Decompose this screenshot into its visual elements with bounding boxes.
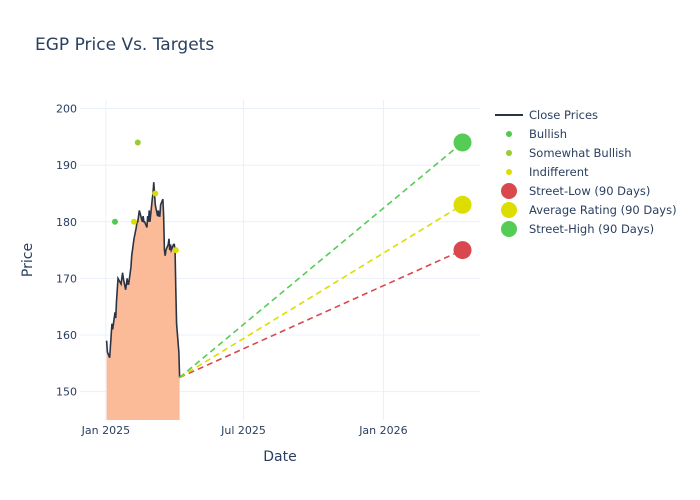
- legend-label: Close Prices: [529, 108, 598, 122]
- legend-item: Bullish: [506, 127, 567, 141]
- legend: Close Prices Bullish Somewhat Bullish Indif…: [495, 108, 677, 237]
- indifferent-rating-dot: [152, 190, 159, 197]
- legend-label: Street-High (90 Days): [529, 222, 654, 236]
- somewhat-bullish-rating-dot: [134, 139, 141, 146]
- legend-item: Close Prices: [495, 108, 598, 122]
- x-tick-label: Jan 2025: [81, 424, 130, 437]
- x-axis-ticks: Jan 2025 Jul 2025 Jan 2026: [81, 424, 408, 437]
- plot-area: [105, 133, 472, 420]
- y-tick-label: 190: [56, 159, 77, 172]
- legend-marker-swatch: [501, 221, 517, 237]
- y-tick-label: 180: [56, 216, 77, 229]
- street-low-target-marker: [453, 241, 472, 260]
- indifferent-rating-dot: [172, 247, 179, 254]
- x-axis-title: Date: [263, 449, 296, 465]
- bullish-rating-dot: [111, 218, 118, 225]
- street-high-target-marker: [453, 133, 472, 152]
- legend-item: Indifferent: [506, 165, 589, 179]
- legend-dot-swatch: [506, 169, 512, 175]
- chart-title: EGP Price Vs. Targets: [35, 35, 214, 55]
- x-tick-label: Jul 2025: [220, 424, 266, 437]
- y-tick-label: 150: [56, 386, 77, 399]
- y-tick-label: 170: [56, 272, 77, 285]
- legend-marker-swatch: [501, 202, 517, 218]
- legend-label: Street-Low (90 Days): [529, 184, 650, 198]
- legend-item: Average Rating (90 Days): [501, 202, 677, 218]
- indifferent-rating-dot: [130, 218, 137, 225]
- x-tick-label: Jan 2026: [358, 424, 407, 437]
- y-tick-label: 200: [56, 102, 77, 115]
- legend-item: Somewhat Bullish: [506, 146, 632, 160]
- close-price-line: [105, 182, 181, 378]
- legend-label: Bullish: [529, 127, 567, 141]
- legend-item: Street-High (90 Days): [501, 221, 654, 237]
- legend-label: Somewhat Bullish: [529, 146, 632, 160]
- y-axis-ticks: 150 160 170 180 190 200: [56, 102, 77, 398]
- average-rating-target-marker: [453, 195, 472, 214]
- street-high-target-line: [179, 141, 464, 379]
- legend-label: Indifferent: [529, 165, 589, 179]
- legend-label: Average Rating (90 Days): [529, 203, 677, 217]
- y-tick-label: 160: [56, 329, 77, 342]
- y-axis-title: Price: [20, 243, 36, 277]
- street-low-target-line: [179, 249, 463, 379]
- average-rating-target-line: [179, 204, 463, 379]
- legend-marker-swatch: [501, 183, 517, 199]
- legend-dot-swatch: [506, 150, 512, 156]
- close-price-area: [106, 182, 180, 420]
- legend-dot-swatch: [506, 131, 512, 137]
- legend-item: Street-Low (90 Days): [501, 183, 650, 199]
